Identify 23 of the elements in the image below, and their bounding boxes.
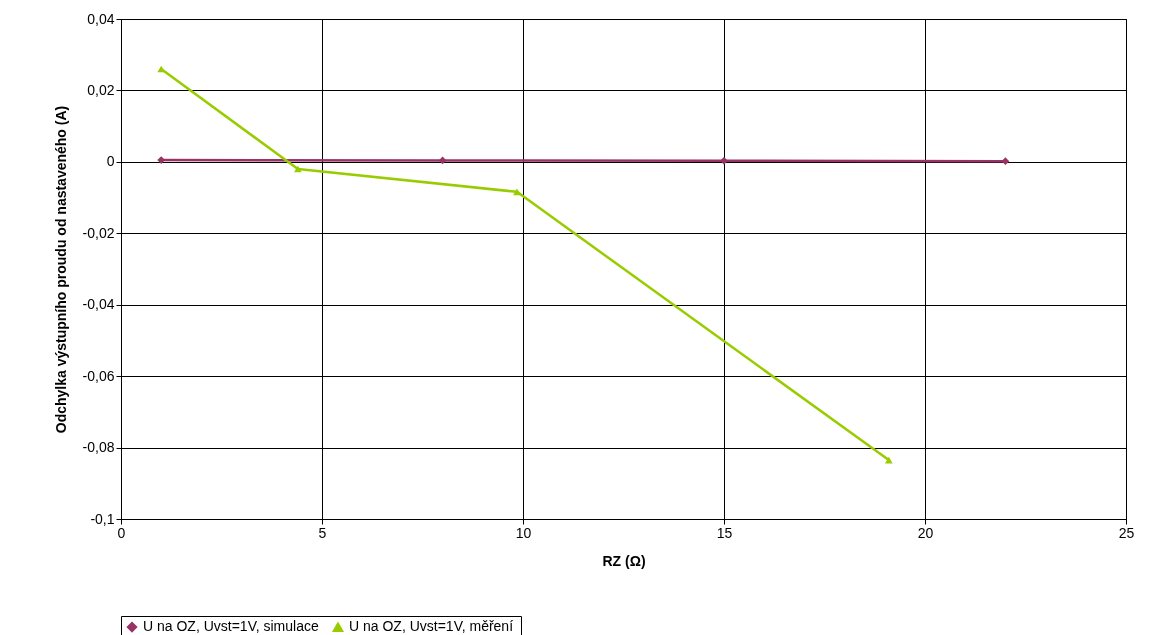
x-tick-label: 25 bbox=[1118, 524, 1135, 541]
point bbox=[294, 165, 302, 173]
y-tick-label: -0,02 bbox=[82, 224, 115, 241]
y-tick-label: -0,08 bbox=[82, 439, 115, 456]
y-tick-label: -0,06 bbox=[82, 367, 115, 384]
legend-label: U na OZ, Uvst=1V, měření bbox=[349, 618, 514, 635]
x-tick-label: 10 bbox=[515, 524, 532, 541]
x-axis-title: RZ (Ω) bbox=[602, 552, 646, 569]
x-tick-label: 15 bbox=[716, 524, 733, 541]
x-tick-label: 0 bbox=[117, 524, 126, 541]
y-tick-label: -0,04 bbox=[82, 296, 115, 313]
point bbox=[438, 156, 447, 165]
point bbox=[513, 188, 521, 196]
legend-label: U na OZ, Uvst=1V, simulace bbox=[143, 618, 319, 635]
x-tick-label: 20 bbox=[917, 524, 934, 541]
y-axis-title: Odchylka výstupního proudu od nastaveného (A) bbox=[52, 105, 69, 434]
point bbox=[720, 156, 728, 165]
y-tick-label: 0,02 bbox=[87, 81, 115, 98]
y-tick-label: -0,1 bbox=[90, 510, 115, 527]
x-tick-label: 5 bbox=[318, 524, 327, 541]
y-tick-label: 0,04 bbox=[87, 10, 115, 27]
point bbox=[1001, 157, 1010, 166]
y-tick-label: 0 bbox=[106, 153, 115, 170]
